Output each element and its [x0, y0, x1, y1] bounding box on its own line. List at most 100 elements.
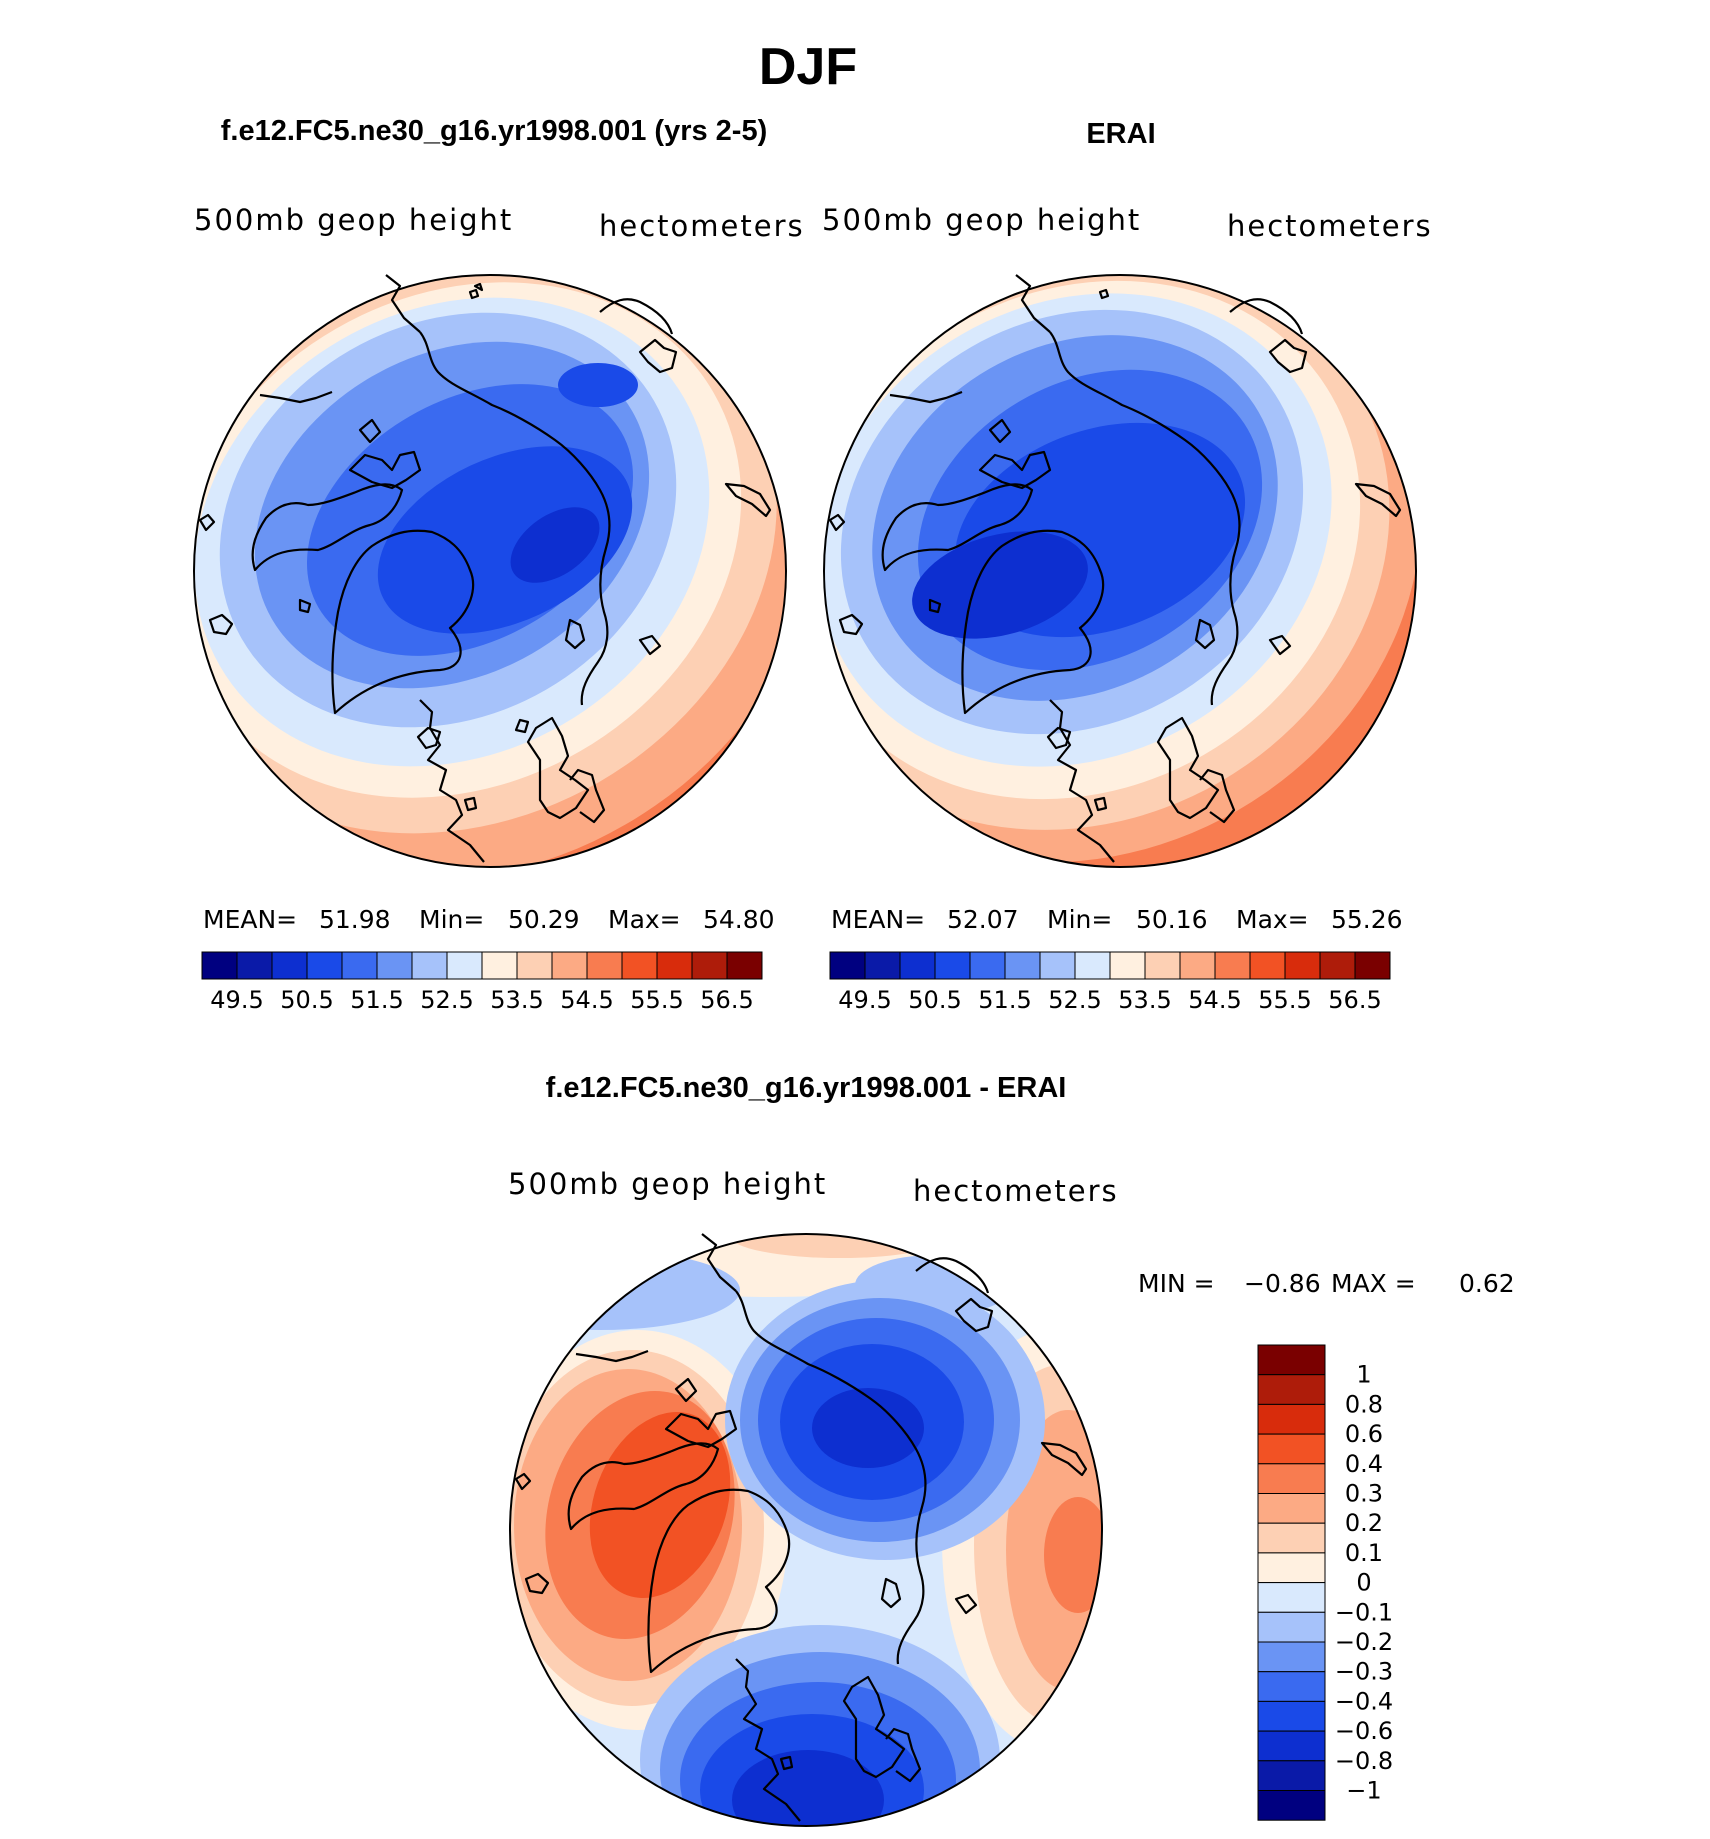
colorbar-difference-tick-label: −0.2 [1335, 1628, 1393, 1656]
colorbar-obs-tick-label: 53.5 [1118, 986, 1171, 1014]
colorbar-obs-tick-label: 51.5 [978, 986, 1031, 1014]
colorbar-model-swatch [376, 951, 413, 980]
colorbar-model-tick-label: 50.5 [280, 986, 333, 1014]
colorbar-model-swatch [236, 951, 273, 980]
colorbar-difference-tick-label: 0.1 [1345, 1539, 1383, 1567]
stats-model-mean: 51.98 [319, 905, 391, 934]
colorbar-difference-swatch [1257, 1760, 1326, 1792]
stats-obs-min: 50.16 [1136, 905, 1208, 934]
colorbar-model-swatch [656, 951, 693, 980]
difference-stats: MIN = −0.86 MAX = 0.62 [1138, 1269, 1515, 1298]
colorbar-difference-swatch [1257, 1611, 1326, 1643]
colorbar-obs-tick-label: 54.5 [1188, 986, 1241, 1014]
colorbar-difference-swatch [1257, 1344, 1326, 1376]
colorbar-obs-swatch [1144, 951, 1181, 980]
panel-obs-title: ERAI [1086, 118, 1155, 150]
colorbar-obs-swatch [1249, 951, 1286, 980]
colorbar-difference-swatch [1257, 1522, 1326, 1554]
difference-min-label: MIN = [1138, 1269, 1215, 1298]
colorbar-difference-tick-label: −0.1 [1335, 1598, 1393, 1626]
stats-obs-min-label: Min= [1047, 905, 1112, 934]
stats-model-max-label: Max= [608, 905, 681, 934]
difference-field-label: 500mb geop height [508, 1167, 827, 1201]
colorbar-difference-tick-label: 0.4 [1345, 1450, 1383, 1478]
difference-min: −0.86 [1244, 1269, 1321, 1298]
colorbar-model-swatch [516, 951, 553, 980]
stats-model: MEAN= 51.98 Min= 50.29 Max= 54.80 [203, 905, 775, 934]
colorbar-difference-swatch [1257, 1671, 1326, 1702]
colorbar-obs-tick-label: 55.5 [1258, 986, 1311, 1014]
colorbar-obs-swatch [1354, 951, 1391, 980]
colorbar-difference-tick-label: −0.3 [1335, 1658, 1393, 1686]
stats-model-mean-label: MEAN= [203, 905, 297, 934]
colorbar-difference-swatch [1257, 1700, 1326, 1732]
colorbar-obs-tick-label: 50.5 [908, 986, 961, 1014]
colorbar-obs-tick-label: 56.5 [1328, 986, 1381, 1014]
colorbar-difference-swatch [1257, 1552, 1326, 1584]
colorbar-difference-tick-label: 0.6 [1345, 1420, 1383, 1448]
colorbar-obs-swatch [1284, 951, 1321, 980]
panel-obs-units-label: hectometers [1227, 209, 1433, 243]
colorbar-model-swatch [446, 951, 483, 980]
colorbar-difference-tick-label: 1 [1356, 1361, 1371, 1389]
colorbar-difference-tick-label: −0.6 [1335, 1717, 1393, 1745]
colorbar-obs-swatch [1214, 951, 1251, 980]
colorbar-obs: 49.5 50.5 51.5 52.5 53.5 54.5 55.5 56.5 [829, 951, 1391, 1014]
season-title: DJF [759, 38, 857, 96]
stats-obs-mean-label: MEAN= [831, 905, 925, 934]
colorbar-model-tick-label: 51.5 [350, 986, 403, 1014]
difference-units-label: hectometers [913, 1174, 1119, 1208]
map-difference [509, 1233, 1103, 1827]
colorbar-difference-tick-label: −0.8 [1335, 1747, 1393, 1775]
colorbar-obs-swatch [1109, 951, 1146, 980]
colorbar-difference-swatch [1257, 1790, 1326, 1821]
colorbar-obs-swatch [934, 951, 971, 980]
colorbar-model-swatch [306, 951, 343, 980]
colorbar-model-swatch [726, 951, 763, 980]
panel-obs-field-label: 500mb geop height [822, 203, 1141, 237]
colorbar-difference-swatch [1257, 1641, 1326, 1673]
colorbar-model-tick-label: 54.5 [560, 986, 613, 1014]
colorbar-model-tick-label: 53.5 [490, 986, 543, 1014]
colorbar-difference-swatch [1257, 1582, 1326, 1613]
colorbar-difference-tick-label: 0 [1356, 1569, 1371, 1597]
colorbar-obs-swatch [969, 951, 1006, 980]
difference-max-label: MAX = [1331, 1269, 1416, 1298]
colorbar-difference-tick-label: 0.8 [1345, 1390, 1383, 1418]
colorbar-obs-swatch [864, 951, 901, 980]
colorbar-obs-swatch [1319, 951, 1356, 980]
stats-model-max: 54.80 [703, 905, 775, 934]
stats-obs: MEAN= 52.07 Min= 50.16 Max= 55.26 [831, 905, 1403, 934]
stats-model-min: 50.29 [508, 905, 580, 934]
colorbar-difference-swatch [1257, 1433, 1326, 1465]
colorbar-model-swatch [341, 951, 378, 980]
colorbar-obs-swatch [1179, 951, 1216, 980]
colorbar-obs-swatch [1074, 951, 1111, 980]
colorbar-difference: 10.80.60.40.30.20.10−0.1−0.2−0.3−0.4−0.6… [1257, 1344, 1393, 1821]
colorbar-difference-swatch [1257, 1730, 1326, 1762]
colorbar-model-tick-label: 49.5 [210, 986, 263, 1014]
map-model [193, 274, 787, 868]
colorbar-model-tick-label: 52.5 [420, 986, 473, 1014]
colorbar-model-swatch [481, 951, 518, 980]
colorbar-obs-tick-label: 52.5 [1048, 986, 1101, 1014]
difference-max: 0.62 [1459, 1269, 1515, 1298]
colorbar-difference-tick-label: 0.3 [1345, 1480, 1383, 1508]
colorbar-model-swatch [271, 951, 308, 980]
colorbar-model-swatch [411, 951, 448, 980]
colorbar-model-tick-label: 55.5 [630, 986, 683, 1014]
colorbar-difference-tick-label: 0.2 [1345, 1509, 1383, 1537]
stats-obs-max: 55.26 [1331, 905, 1403, 934]
colorbar-obs-swatch [1039, 951, 1076, 980]
colorbar-obs-swatch [899, 951, 936, 980]
colorbar-model-tick-label: 56.5 [700, 986, 753, 1014]
colorbar-obs-swatch [829, 951, 866, 980]
panel-model-units-label: hectometers [599, 209, 805, 243]
colorbar-model-swatch [586, 951, 623, 980]
colorbar-model-swatch [691, 951, 728, 980]
stats-obs-max-label: Max= [1236, 905, 1309, 934]
difference-title: f.e12.FC5.ne30_g16.yr1998.001 - ERAI [546, 1072, 1067, 1104]
stats-model-min-label: Min= [419, 905, 484, 934]
colorbar-difference-swatch [1257, 1463, 1326, 1495]
